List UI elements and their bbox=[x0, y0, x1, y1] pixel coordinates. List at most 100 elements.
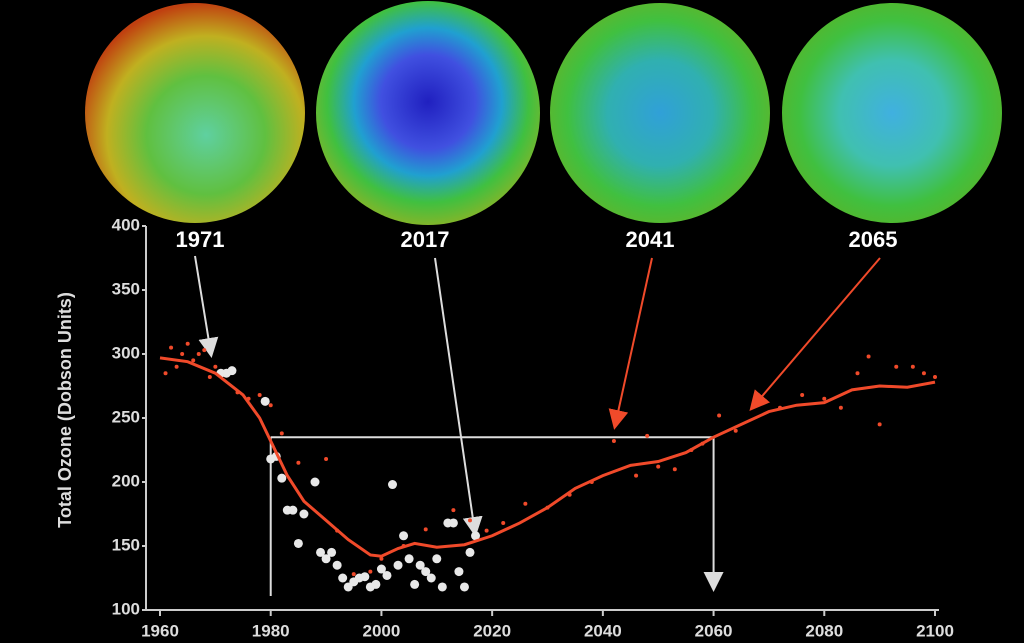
x-tick-label: 2040 bbox=[584, 621, 622, 640]
fit-line bbox=[159, 356, 936, 558]
data-point bbox=[866, 354, 871, 359]
data-point bbox=[484, 528, 489, 533]
data-point bbox=[296, 460, 301, 465]
data-point bbox=[523, 501, 528, 506]
data-point bbox=[202, 348, 207, 353]
y-tick-label: 400 bbox=[112, 215, 140, 234]
data-point bbox=[468, 518, 472, 523]
data-point bbox=[717, 413, 722, 418]
data-point bbox=[410, 579, 420, 589]
data-point bbox=[454, 567, 464, 577]
data-point bbox=[277, 473, 287, 483]
x-tick-label: 2020 bbox=[473, 621, 511, 640]
data-point bbox=[174, 364, 179, 369]
y-tick-label: 250 bbox=[112, 407, 140, 426]
globe bbox=[85, 3, 305, 223]
y-tick-label: 350 bbox=[112, 279, 140, 298]
data-point bbox=[448, 518, 458, 528]
globe bbox=[550, 3, 770, 223]
data-point bbox=[163, 371, 168, 376]
data-point bbox=[933, 375, 937, 380]
data-point bbox=[213, 364, 218, 369]
data-point bbox=[393, 560, 403, 570]
data-point bbox=[268, 403, 273, 408]
data-point bbox=[185, 341, 190, 346]
data-point bbox=[257, 392, 262, 397]
data-point bbox=[423, 527, 428, 532]
globe bbox=[316, 1, 540, 225]
y-tick-label: 300 bbox=[112, 343, 140, 362]
annotation: 2065 bbox=[849, 227, 898, 252]
data-point bbox=[634, 473, 639, 478]
data-point bbox=[324, 456, 329, 461]
data-point bbox=[169, 345, 174, 350]
data-point bbox=[288, 505, 298, 515]
annotation: 2017 bbox=[401, 227, 450, 252]
data-point bbox=[437, 582, 447, 592]
data-point bbox=[755, 396, 760, 401]
data-point bbox=[459, 582, 469, 592]
data-point bbox=[310, 477, 320, 487]
data-point bbox=[207, 375, 212, 380]
arrow bbox=[749, 257, 881, 412]
data-point bbox=[501, 520, 506, 525]
data-point bbox=[855, 371, 860, 376]
data-point bbox=[404, 554, 414, 564]
data-point bbox=[191, 358, 196, 363]
data-point bbox=[382, 570, 392, 580]
data-point bbox=[451, 508, 456, 513]
data-point bbox=[360, 572, 370, 582]
y-axis-label: Total Ozone (Dobson Units) bbox=[55, 292, 75, 528]
data-point bbox=[838, 405, 843, 410]
data-point bbox=[611, 439, 616, 444]
data-point bbox=[910, 364, 915, 369]
arrow bbox=[194, 255, 219, 358]
data-point bbox=[399, 531, 409, 541]
data-point bbox=[426, 573, 436, 583]
x-tick-label: 2100 bbox=[916, 621, 954, 640]
arrow bbox=[434, 257, 483, 537]
x-tick-label: 2060 bbox=[695, 621, 733, 640]
data-point bbox=[332, 560, 342, 570]
arrow bbox=[608, 257, 653, 430]
data-point bbox=[316, 547, 326, 557]
data-point bbox=[894, 364, 899, 369]
x-tick-label: 2080 bbox=[805, 621, 843, 640]
data-point bbox=[822, 396, 827, 401]
data-point bbox=[196, 352, 201, 356]
data-point bbox=[299, 509, 309, 519]
data-point bbox=[421, 567, 431, 577]
data-point bbox=[338, 573, 348, 583]
data-point bbox=[180, 352, 185, 356]
data-point bbox=[800, 392, 805, 397]
data-point bbox=[415, 560, 425, 570]
x-tick-label: 2000 bbox=[363, 621, 401, 640]
data-point bbox=[376, 564, 386, 574]
data-point bbox=[645, 433, 650, 438]
data-point bbox=[388, 480, 397, 490]
data-point bbox=[471, 531, 481, 541]
data-point bbox=[351, 572, 356, 577]
y-tick-label: 200 bbox=[112, 471, 140, 490]
data-point bbox=[293, 538, 303, 548]
globe bbox=[782, 3, 1002, 223]
data-point bbox=[371, 579, 381, 589]
data-point bbox=[368, 569, 373, 574]
data-point bbox=[260, 396, 270, 406]
x-tick-label: 1960 bbox=[141, 621, 179, 640]
data-point bbox=[921, 371, 926, 376]
data-point bbox=[656, 464, 661, 469]
data-point bbox=[465, 547, 475, 557]
data-point bbox=[279, 431, 284, 436]
data-point bbox=[227, 366, 237, 376]
data-point bbox=[379, 556, 384, 561]
y-tick-label: 150 bbox=[112, 535, 140, 554]
x-tick-label: 1980 bbox=[252, 621, 290, 640]
data-point bbox=[877, 422, 882, 427]
y-tick-label: 100 bbox=[112, 599, 140, 618]
annotation: 2041 bbox=[626, 227, 675, 252]
annotation: 1971 bbox=[176, 227, 225, 252]
data-point bbox=[327, 547, 337, 557]
data-point bbox=[672, 467, 677, 472]
